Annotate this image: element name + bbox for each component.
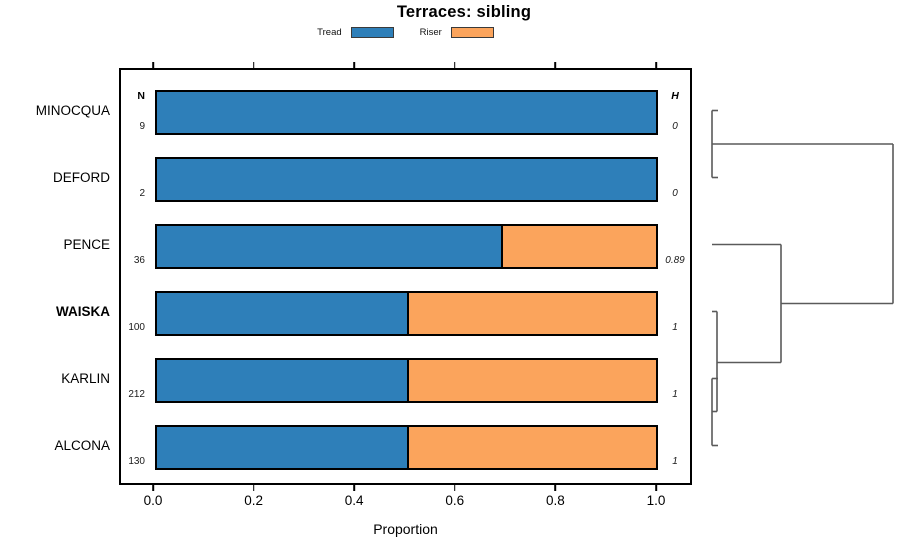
n-column-header: N — [137, 90, 145, 102]
category-label: WAISKA — [56, 304, 110, 319]
tick-mark — [454, 485, 456, 491]
tread-segment — [157, 92, 656, 133]
x-tick-label: 0.8 — [546, 493, 565, 508]
riser-segment — [501, 226, 656, 267]
tread-segment — [157, 293, 407, 334]
tick-mark — [252, 62, 255, 68]
chart-title: Terraces: sibling — [396, 3, 532, 21]
x-tick-label: 0.4 — [344, 493, 364, 508]
x-tick-label: 0.6 — [445, 493, 465, 508]
stacked-bar — [155, 291, 658, 336]
bar-row: 100 1 — [121, 291, 690, 336]
plot-panel: N H 9 0 2 0 36 — [119, 68, 692, 485]
tread-swatch — [350, 27, 394, 38]
x-tick-label: 0.2 — [244, 493, 263, 508]
tick-mark — [152, 485, 154, 491]
bar-rows: 9 0 2 0 36 0 — [121, 70, 690, 483]
h-value: 1 — [672, 389, 678, 400]
category-label: ALCONA — [54, 438, 110, 453]
riser-swatch — [450, 27, 494, 38]
h-value: 0.89 — [665, 255, 685, 266]
tick-mark — [152, 62, 154, 68]
stacked-bar — [155, 358, 658, 403]
stacked-bar — [155, 90, 658, 135]
dendrogram — [711, 109, 894, 447]
legend-item-tread: Tread — [317, 27, 394, 38]
tick-mark — [353, 62, 355, 68]
tread-segment — [157, 159, 656, 200]
tick-mark — [655, 485, 657, 491]
riser-segment — [406, 360, 656, 401]
x-tick-label: 0.0 — [143, 493, 163, 508]
tick-mark — [554, 62, 557, 68]
riser-segment — [406, 293, 656, 334]
n-value: 2 — [139, 188, 145, 199]
tick-mark — [655, 62, 657, 68]
category-label: MINOCQUA — [35, 103, 110, 118]
tick-mark — [353, 485, 355, 491]
bar-row: 36 0.89 — [121, 224, 690, 269]
riser-segment — [406, 427, 656, 468]
tick-mark — [252, 485, 255, 491]
stacked-bar — [155, 157, 658, 202]
x-tick-label: 1.0 — [646, 493, 666, 508]
n-value: 212 — [128, 389, 145, 400]
x-axis-ticks-top — [119, 62, 692, 68]
tick-mark — [554, 485, 557, 491]
bar-row: 9 0 — [121, 90, 690, 135]
x-axis-tick-labels: 0.0 0.2 0.4 0.6 0.8 1.0 — [119, 493, 692, 509]
legend: Tread Riser — [119, 25, 692, 40]
category-label: DEFORD — [53, 170, 110, 185]
h-value: 0 — [672, 121, 678, 132]
stacked-bar — [155, 224, 658, 269]
legend-label-tread: Tread — [317, 27, 342, 38]
n-value: 36 — [133, 255, 145, 266]
legend-label-riser: Riser — [419, 27, 442, 38]
y-axis-labels: MINOCQUA DEFORD PENCE WAISKA KARLIN ALCO… — [0, 68, 110, 485]
bar-row: 212 1 — [121, 358, 690, 403]
tread-segment — [157, 226, 502, 267]
h-value: 0 — [672, 188, 678, 199]
legend-item-riser: Riser — [420, 27, 494, 38]
x-axis-ticks-bottom — [119, 485, 692, 491]
n-value: 9 — [139, 121, 145, 132]
category-label: PENCE — [63, 237, 110, 252]
x-axis-title: Proportion — [373, 521, 438, 537]
bar-row: 130 1 — [121, 425, 690, 470]
h-column-header: H — [671, 90, 679, 102]
n-value: 100 — [128, 322, 145, 333]
bar-row: 2 0 — [121, 157, 690, 202]
h-value: 1 — [672, 322, 678, 333]
stacked-bar — [155, 425, 658, 470]
n-value: 130 — [128, 456, 145, 467]
tick-mark — [454, 62, 456, 68]
category-label: KARLIN — [61, 371, 110, 386]
h-value: 1 — [672, 456, 678, 467]
tread-segment — [157, 360, 407, 401]
tread-segment — [157, 427, 407, 468]
